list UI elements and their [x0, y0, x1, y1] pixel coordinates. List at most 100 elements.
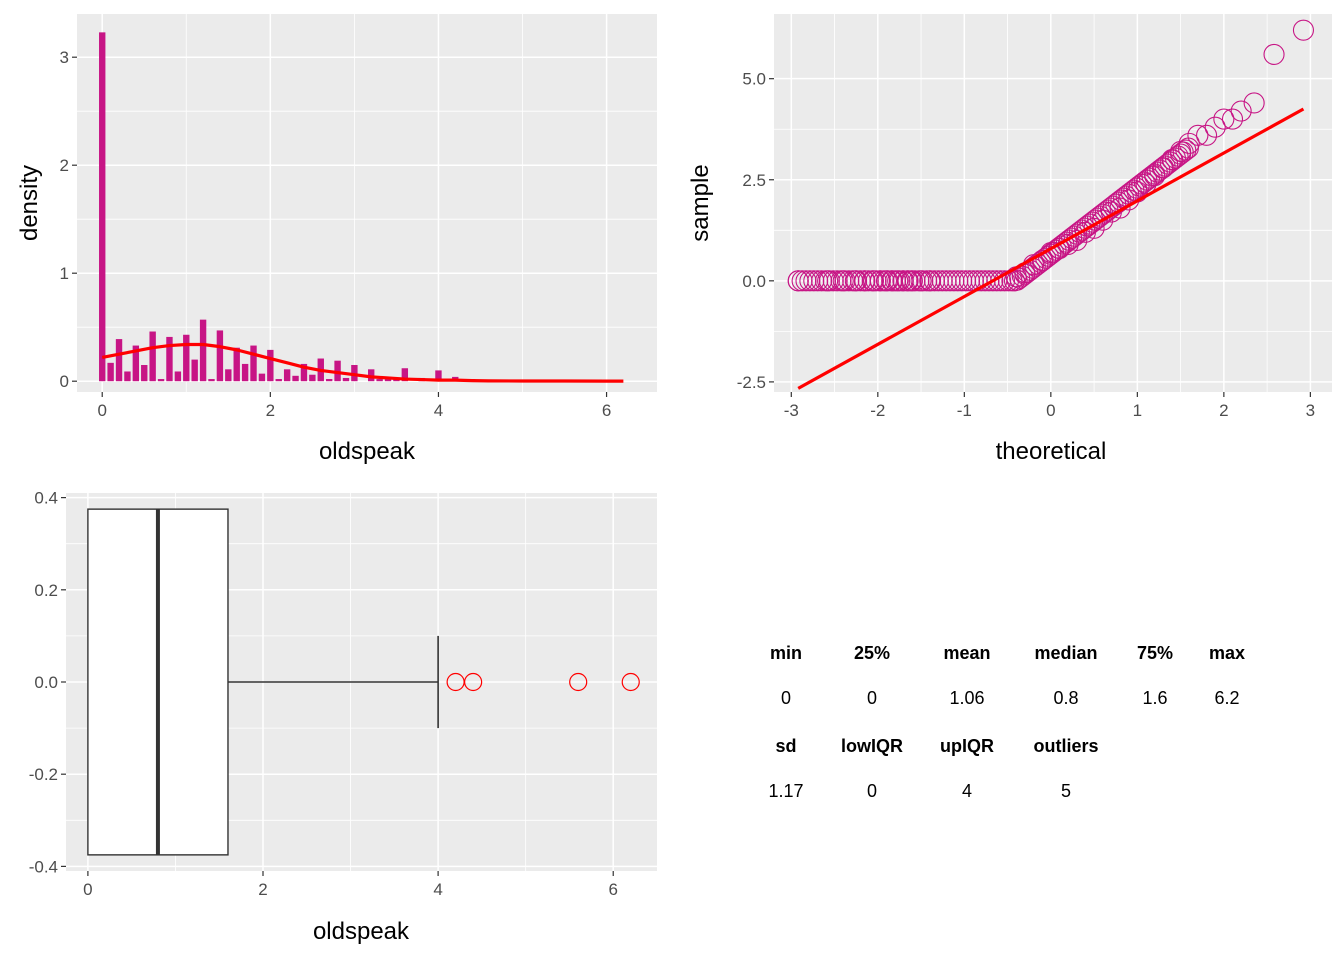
qq-point — [1167, 145, 1189, 167]
qq-point — [869, 270, 891, 292]
y-tick-label: 0.4 — [34, 489, 58, 508]
qq-point — [1161, 148, 1183, 171]
histogram-bar — [267, 349, 274, 382]
histogram-bar — [376, 379, 383, 382]
x-tick-label: 6 — [608, 880, 617, 899]
stats-header-cell: lowIQR — [841, 736, 903, 756]
qq-point — [1204, 116, 1226, 138]
qq-gridlines — [774, 14, 1332, 392]
stats-value-cell: 0 — [867, 688, 877, 708]
boxplot-outliers — [446, 672, 640, 692]
x-tick-label: 1 — [1133, 401, 1142, 420]
boxplot-x-ticks: 0 2 4 6 — [83, 871, 618, 899]
qq-point — [1243, 92, 1265, 114]
histogram-bar — [292, 375, 299, 382]
stats-value-cell: 0 — [867, 781, 877, 801]
qq-point — [892, 270, 914, 292]
histogram-bar — [368, 369, 375, 382]
histogram-bar — [166, 336, 173, 382]
histogram-bar — [275, 379, 282, 382]
qq-point — [844, 270, 866, 292]
qq-point — [1213, 108, 1235, 130]
histogram-bar — [107, 362, 114, 382]
boxplot-panel: 0 2 4 6 -0.4 -0.2 0.0 0.2 0.4 oldspeak — [29, 489, 657, 945]
stats-value-cell: 5 — [1061, 781, 1071, 801]
boxplot-box — [87, 508, 439, 856]
histogram-bar — [258, 373, 266, 382]
histogram-bar — [132, 345, 140, 382]
x-tick-label: 2 — [1219, 401, 1228, 420]
stats-value-cell: 1.6 — [1142, 688, 1167, 708]
summary-stats-table: min 25% mean median 75% max 0 0 1.06 0.8 1.6 6.2 sd l… — [768, 643, 1245, 801]
qq-point — [1292, 19, 1315, 41]
histogram-bar — [401, 368, 409, 382]
outlier-point — [569, 672, 588, 692]
histogram-bar — [334, 360, 341, 382]
qq-point — [1083, 217, 1105, 239]
histogram-bar — [435, 370, 442, 382]
histogram-bar — [115, 339, 123, 382]
x-tick-label: 2 — [258, 880, 267, 899]
stats-header-cell: 75% — [1137, 643, 1173, 663]
qq-point — [1230, 100, 1252, 122]
qq-point — [787, 270, 809, 292]
y-tick-label: 0.0 — [34, 673, 58, 692]
qq-point — [862, 270, 885, 292]
x-tick-label: 0 — [83, 880, 92, 899]
y-tick-label: 3 — [60, 48, 69, 67]
qq-reference-line-stroke — [797, 107, 1305, 390]
qq-plot-panel: -3 -2 -1 0 1 2 3 -2.5 0.0 2.5 5.0 theoretical sam… — [687, 14, 1332, 465]
histogram-x-ticks: 0 2 4 6 — [97, 392, 611, 420]
qq-point — [832, 270, 854, 292]
histogram-bar — [191, 359, 198, 382]
density-line — [101, 342, 624, 383]
qq-point — [897, 270, 919, 292]
stats-header-cell: outliers — [1033, 736, 1098, 756]
x-tick-label: 6 — [602, 401, 611, 420]
y-tick-label: 2 — [60, 156, 69, 175]
qq-point — [817, 270, 839, 292]
x-tick-label: 3 — [1306, 401, 1315, 420]
qq-point — [982, 270, 1004, 292]
histogram-bar — [393, 379, 400, 382]
histogram-bar — [351, 365, 358, 382]
stats-header-cell: 25% — [854, 643, 890, 663]
histogram-bar — [99, 32, 106, 382]
qq-point — [854, 270, 876, 292]
qq-point — [1196, 124, 1218, 146]
x-tick-label: 4 — [433, 880, 442, 899]
qq-plot-background — [774, 14, 1332, 392]
qq-point — [1263, 43, 1285, 65]
histogram-bar — [250, 345, 257, 382]
histogram-bar — [300, 363, 308, 382]
qq-point — [1170, 140, 1192, 163]
y-tick-label: 2.5 — [742, 171, 766, 190]
stats-header-cell: upIQR — [940, 736, 994, 756]
histogram-y-axis-title: density — [16, 165, 43, 241]
qq-point — [910, 270, 932, 292]
histogram-bar — [241, 363, 249, 382]
qq-point — [1092, 209, 1114, 231]
y-tick-label: -0.2 — [29, 765, 58, 784]
outlier-point — [621, 672, 640, 692]
stats-header-cell: median — [1034, 643, 1097, 663]
qq-point — [1109, 197, 1131, 219]
y-tick-label: -2.5 — [737, 373, 766, 392]
x-tick-label: 2 — [266, 401, 275, 420]
y-tick-label: 0.2 — [34, 581, 58, 600]
stats-header-cell: sd — [775, 736, 796, 756]
y-tick-label: 1 — [60, 264, 69, 283]
histogram-bar — [174, 371, 182, 382]
qq-point — [1221, 108, 1244, 130]
histogram-bar — [283, 369, 291, 382]
qq-point — [875, 270, 898, 292]
x-tick-label: 0 — [1046, 401, 1055, 420]
qq-point — [919, 270, 941, 292]
x-tick-label: -3 — [784, 401, 799, 420]
histogram-y-ticks: 0 1 2 3 — [60, 48, 77, 391]
histogram-bar — [233, 347, 240, 382]
histogram-bar — [309, 374, 316, 382]
qq-point — [1187, 124, 1209, 146]
outlier-point — [464, 672, 483, 692]
